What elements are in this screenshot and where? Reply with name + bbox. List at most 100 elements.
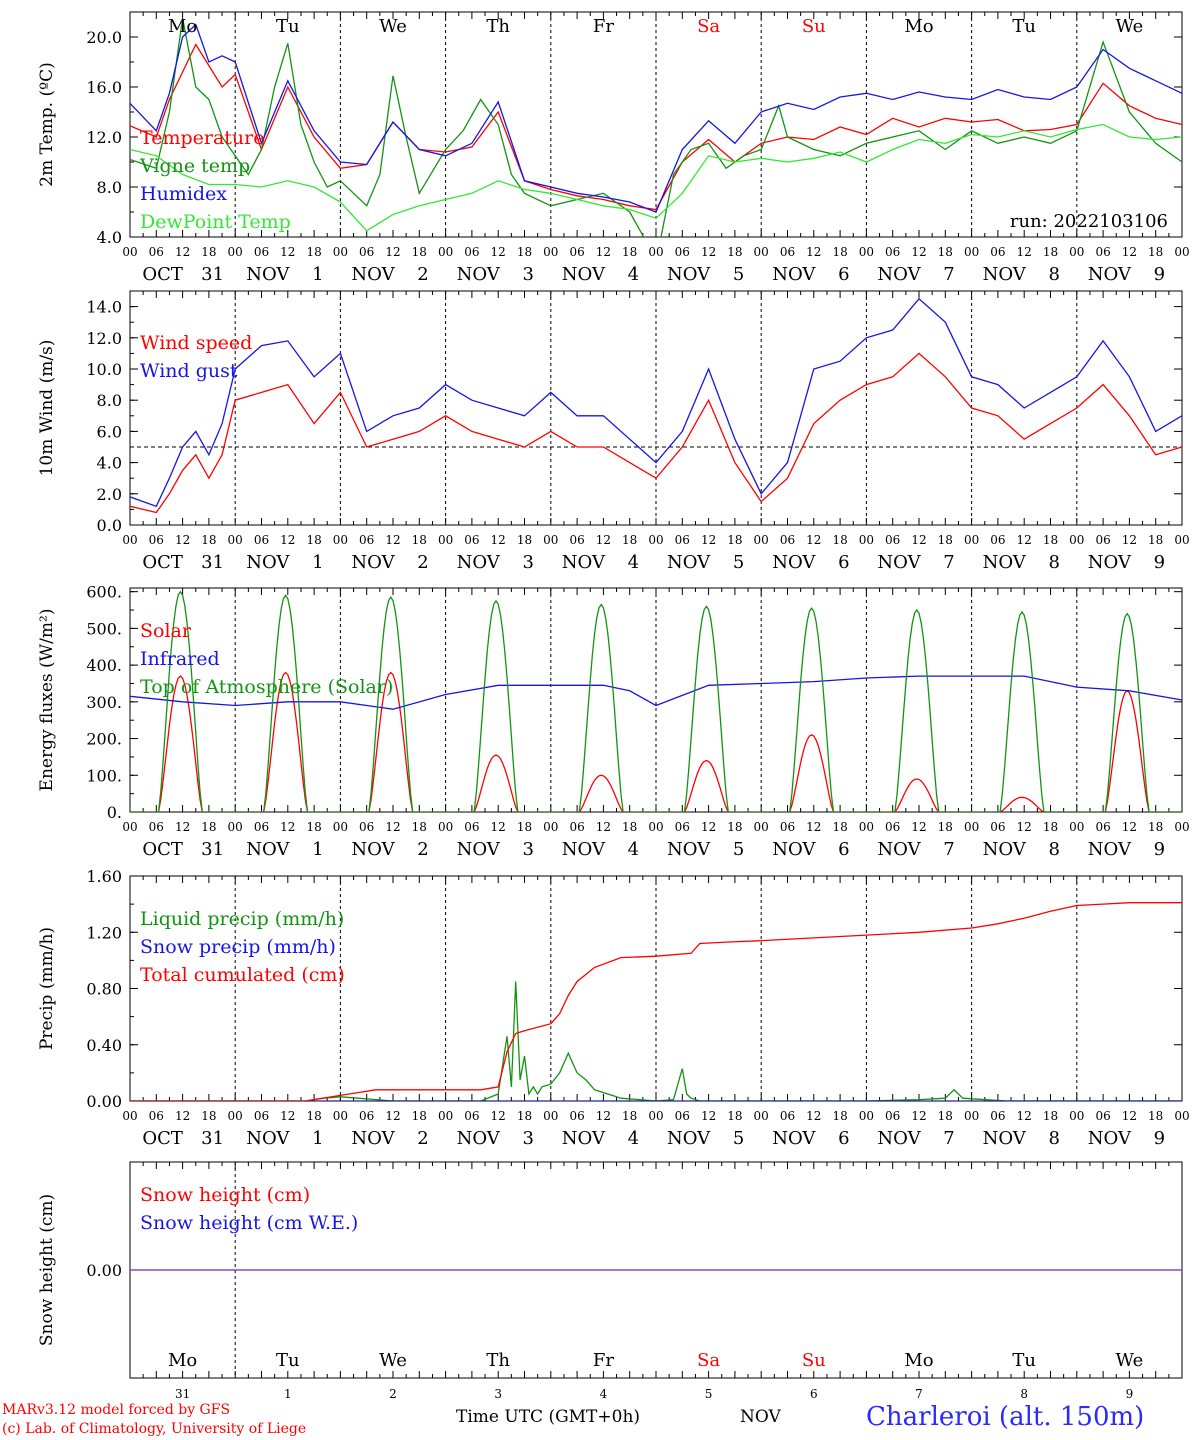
date-day-label: 6 bbox=[838, 1128, 849, 1149]
hour-tick-label: 12 bbox=[1122, 245, 1137, 259]
hour-tick-label: 00 bbox=[648, 245, 663, 259]
y-tick-label: 8.0 bbox=[97, 391, 122, 410]
hour-tick-label: 18 bbox=[938, 820, 953, 834]
hour-tick-label: 06 bbox=[1095, 245, 1110, 259]
panel-1: 4.0 8.0 12.0 16.0 20.0 2m Temp. (ºC) Temperatu… bbox=[37, 11, 1190, 285]
station-name: Charleroi (alt. 150m) bbox=[866, 1402, 1145, 1432]
legend-snow-height-cm-w-e-: Snow height (cm W.E.) bbox=[140, 1212, 358, 1234]
hour-tick-label: 18 bbox=[832, 1109, 847, 1123]
hour-tick-label: 18 bbox=[517, 1109, 532, 1123]
date-day-label: 4 bbox=[628, 264, 639, 285]
hour-tick-label: 00 bbox=[1174, 245, 1189, 259]
y-tick-label: 16.0 bbox=[86, 78, 122, 97]
hour-tick-label: 18 bbox=[727, 820, 742, 834]
hour-tick-label: 06 bbox=[885, 533, 900, 547]
hour-tick-label: 00 bbox=[333, 533, 348, 547]
date-day-label: 3 bbox=[522, 264, 533, 285]
hour-tick-label: 12 bbox=[385, 245, 400, 259]
date-month-label: OCT bbox=[142, 1128, 183, 1149]
hour-tick-label: 12 bbox=[491, 245, 506, 259]
hour-tick-label: 06 bbox=[1095, 820, 1110, 834]
date-day-label: 31 bbox=[201, 552, 224, 573]
day-of-week-label: Tu bbox=[276, 16, 300, 37]
hour-tick-label: 06 bbox=[254, 245, 269, 259]
day-of-week-label: Fr bbox=[593, 16, 614, 37]
day-of-week-label: Mo bbox=[904, 1350, 933, 1371]
hour-tick-label: 00 bbox=[1174, 820, 1189, 834]
date-day-label: 1 bbox=[312, 839, 323, 860]
date-month-label: NOV bbox=[877, 1128, 921, 1149]
hour-tick-label: 00 bbox=[1069, 245, 1084, 259]
hour-tick-label: 18 bbox=[1043, 245, 1058, 259]
legend-vigne-temp: Vigne temp bbox=[139, 155, 250, 177]
date-day-label: 2 bbox=[417, 264, 428, 285]
hour-tick-label: 12 bbox=[280, 245, 295, 259]
hour-tick-label: 06 bbox=[149, 1109, 164, 1123]
hour-tick-label: 00 bbox=[754, 820, 769, 834]
hour-tick-label: 00 bbox=[228, 533, 243, 547]
hour-tick-label: 06 bbox=[675, 1109, 690, 1123]
hour-tick-label: 12 bbox=[701, 245, 716, 259]
hour-tick-label: 06 bbox=[885, 820, 900, 834]
day-of-week-label: Th bbox=[486, 1350, 510, 1371]
plot-frame bbox=[129, 587, 1183, 813]
panel-5: 0.00 Snow height (cm) Snow height (cm) Snow… bbox=[37, 1161, 1183, 1401]
hour-tick-label: 00 bbox=[648, 1109, 663, 1123]
hour-tick-label: 06 bbox=[464, 1109, 479, 1123]
hour-tick-label: 18 bbox=[622, 533, 637, 547]
date-day-label: 8 bbox=[1048, 839, 1059, 860]
hour-tick-label: 18 bbox=[622, 245, 637, 259]
hour-tick-label: 18 bbox=[938, 533, 953, 547]
hour-tick-label: 12 bbox=[280, 533, 295, 547]
date-month-label: NOV bbox=[772, 552, 816, 573]
short-date-label: 6 bbox=[810, 1387, 818, 1401]
hour-tick-label: 06 bbox=[885, 1109, 900, 1123]
hour-tick-label: 00 bbox=[754, 1109, 769, 1123]
hour-tick-label: 12 bbox=[806, 1109, 821, 1123]
hour-tick-label: 00 bbox=[964, 820, 979, 834]
hour-tick-label: 18 bbox=[517, 820, 532, 834]
short-date-label: 3 bbox=[494, 1387, 502, 1401]
date-day-label: 7 bbox=[943, 1128, 954, 1149]
y-axis-label: Precip (mm/h) bbox=[37, 927, 57, 1050]
date-day-label: 9 bbox=[1154, 839, 1165, 860]
hour-tick-label: 12 bbox=[806, 533, 821, 547]
day-of-week-label: Mo bbox=[168, 16, 197, 37]
hour-tick-label: 00 bbox=[228, 1109, 243, 1123]
date-month-label: NOV bbox=[983, 1128, 1027, 1149]
panel-2: 0.0 2.0 4.0 6.0 8.0 10.0 12.0 14.0 10m Wind (m/s… bbox=[37, 290, 1190, 573]
hour-tick-label: 06 bbox=[990, 245, 1005, 259]
hour-tick-label: 06 bbox=[464, 533, 479, 547]
date-day-label: 8 bbox=[1048, 552, 1059, 573]
date-month-label: NOV bbox=[562, 839, 606, 860]
hour-tick-label: 18 bbox=[1148, 245, 1163, 259]
hour-tick-label: 06 bbox=[569, 1109, 584, 1123]
hour-tick-label: 00 bbox=[543, 245, 558, 259]
hour-tick-label: 12 bbox=[701, 1109, 716, 1123]
date-month-label: NOV bbox=[457, 839, 501, 860]
hour-tick-label: 12 bbox=[385, 533, 400, 547]
hour-tick-label: 12 bbox=[596, 245, 611, 259]
hour-tick-label: 18 bbox=[727, 1109, 742, 1123]
hour-tick-label: 06 bbox=[1095, 1109, 1110, 1123]
date-day-label: 31 bbox=[201, 264, 224, 285]
day-of-week-label: Su bbox=[802, 16, 826, 37]
hour-tick-label: 12 bbox=[491, 533, 506, 547]
hour-tick-label: 06 bbox=[359, 820, 374, 834]
hour-tick-label: 06 bbox=[359, 533, 374, 547]
hour-tick-label: 06 bbox=[569, 820, 584, 834]
date-day-label: 4 bbox=[628, 1128, 639, 1149]
date-day-label: 9 bbox=[1154, 264, 1165, 285]
date-day-label: 1 bbox=[312, 552, 323, 573]
hour-tick-label: 18 bbox=[306, 1109, 321, 1123]
hour-tick-label: 18 bbox=[832, 820, 847, 834]
hour-tick-label: 06 bbox=[149, 820, 164, 834]
date-day-label: 2 bbox=[417, 839, 428, 860]
y-tick-label: 0.80 bbox=[86, 980, 122, 999]
date-day-label: 7 bbox=[943, 839, 954, 860]
hour-tick-label: 06 bbox=[990, 533, 1005, 547]
date-month-label: NOV bbox=[772, 264, 816, 285]
hour-tick-label: 12 bbox=[701, 820, 716, 834]
series-infrared bbox=[130, 675, 1182, 710]
